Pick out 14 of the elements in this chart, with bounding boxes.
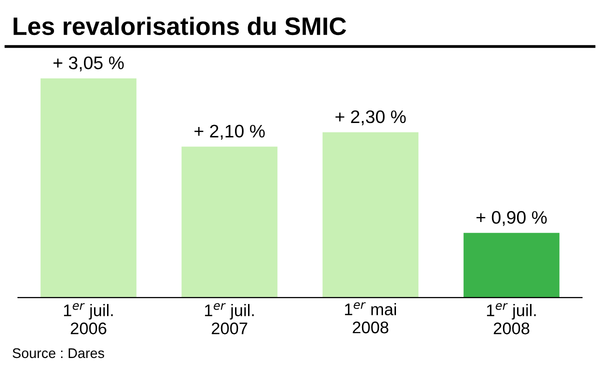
bar (322, 132, 418, 298)
source-note: Source : Dares (12, 348, 104, 358)
data-label: + 2,10 % (194, 124, 265, 140)
x-tick-label: 1$^{er}$ juil. 2008 (487, 303, 536, 334)
x-tick-label: 1$^{er}$ mai 2008 (345, 302, 396, 334)
bar (182, 146, 278, 298)
x-tick-label: 1$^{er}$ juil. 2006 (64, 303, 113, 334)
x-tick-label: 1$^{er}$ juil. 2007 (205, 303, 254, 334)
data-label: + 3,05 % (54, 56, 124, 72)
bar (464, 232, 560, 298)
bar (40, 78, 136, 298)
chart-title: Les revalorisations du SMIC (14, 16, 346, 36)
data-label: + 2,30 % (336, 110, 406, 126)
data-label: + 0,90 % (476, 211, 547, 226)
